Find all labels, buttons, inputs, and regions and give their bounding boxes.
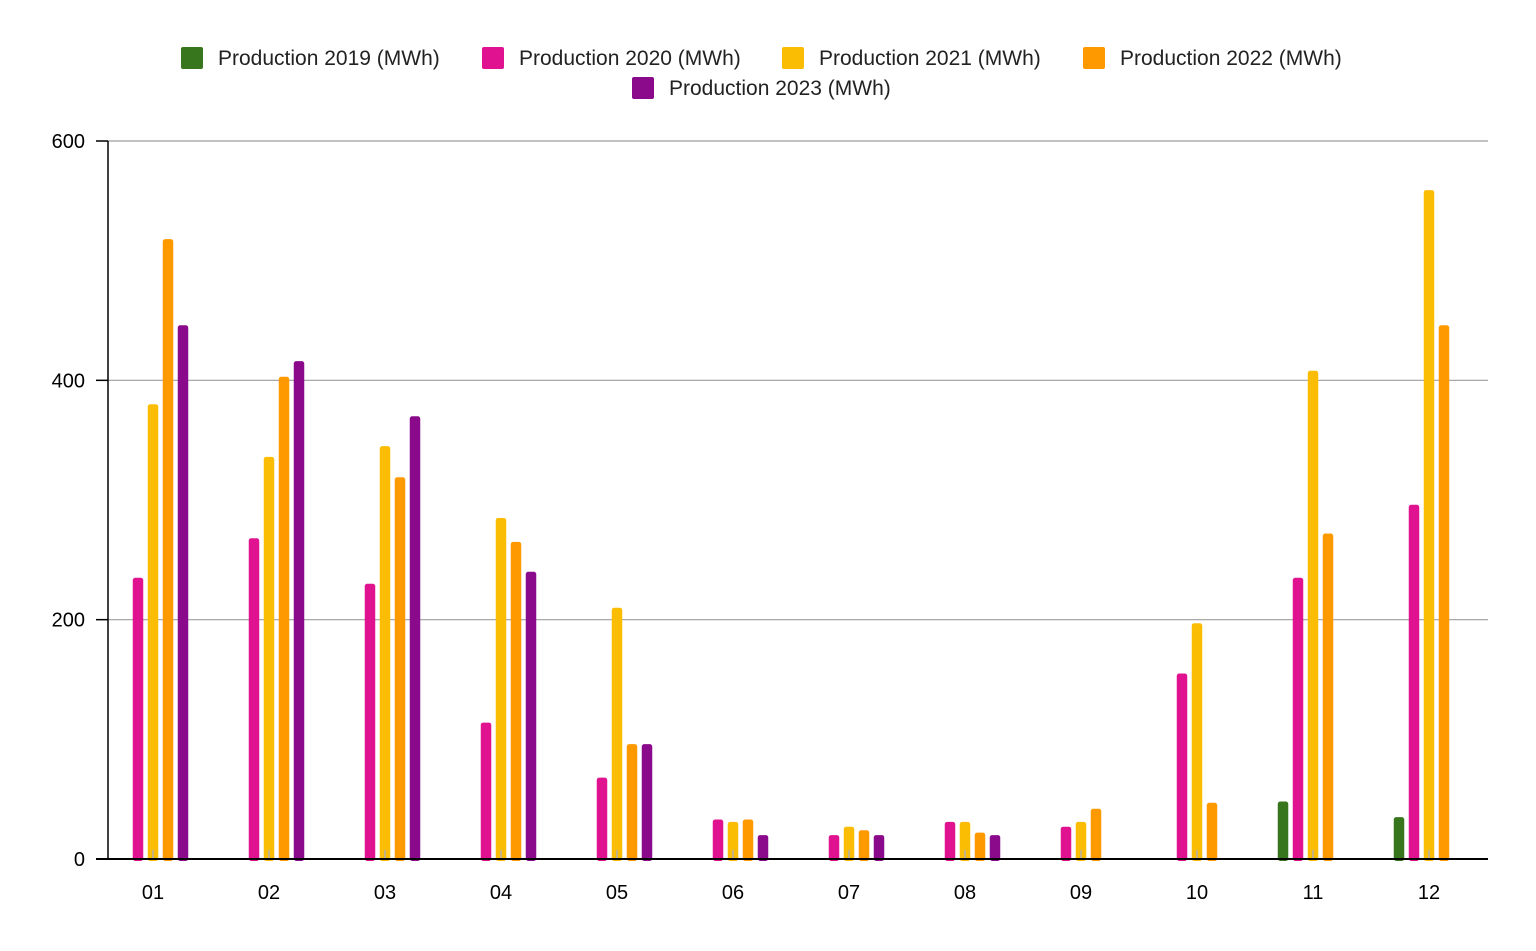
legend-label: Production 2019 (MWh) [218,47,440,70]
bar-production-2020-mwh--06 [712,819,724,861]
bar-production-2020-mwh--01 [132,577,144,861]
bar-production-2021-mwh--02 [263,456,275,861]
x-tick-label: 05 [606,882,628,904]
x-tick-label: 09 [1070,882,1092,904]
bars [132,190,1450,862]
gridlines [108,140,1488,621]
legend-label: Production 2021 (MWh) [819,47,1041,70]
bar-production-2021-mwh--08 [959,821,971,861]
bar-production-2022-mwh--01 [162,239,174,862]
axes: 0 200 400 600 01 02 03 04 05 06 07 08 09 10 11 12 [52,131,1488,904]
bar-production-2020-mwh--03 [364,583,376,861]
x-tick-label: 03 [374,882,396,904]
bar-production-2022-mwh--10 [1206,802,1218,861]
x-tick-label: 04 [490,882,512,904]
bar-production-2023-mwh--03 [409,416,421,861]
legend-swatch [782,47,804,69]
legend: Production 2019 (MWh) Production 2020 (MW… [181,47,1342,100]
bar-production-2020-mwh--10 [1176,673,1188,861]
bar-production-2021-mwh--10 [1191,623,1203,861]
bar-production-2022-mwh--03 [394,477,406,861]
bar-production-2020-mwh--02 [248,538,260,861]
legend-item[interactable]: Production 2021 (MWh) [782,47,1041,70]
legend-label: Production 2020 (MWh) [519,47,741,70]
bar-production-2020-mwh--07 [828,835,840,861]
x-tick-label: 12 [1418,882,1440,904]
x-tick-label: 02 [258,882,280,904]
bar-production-2022-mwh--06 [742,819,754,861]
bar-production-2021-mwh--09 [1075,821,1087,861]
bar-production-2021-mwh--11 [1307,370,1319,861]
bar-production-2019-mwh--11 [1277,801,1289,861]
legend-item[interactable]: Production 2022 (MWh) [1083,47,1342,70]
legend-swatch [1083,47,1105,69]
bar-production-2020-mwh--05 [596,777,608,861]
bar-production-2023-mwh--08 [989,835,1001,861]
x-tick-label: 06 [722,882,744,904]
bar-production-2021-mwh--05 [611,607,623,861]
bar-production-2020-mwh--12 [1408,504,1420,861]
bar-production-2022-mwh--09 [1090,808,1102,861]
legend-label: Production 2022 (MWh) [1120,47,1342,70]
bar-production-2021-mwh--01 [147,404,159,861]
legend-swatch [482,47,504,69]
bar-production-2023-mwh--06 [757,835,769,861]
x-tick-label: 01 [142,882,164,904]
x-tick-label: 10 [1186,882,1208,904]
legend-item[interactable]: Production 2020 (MWh) [482,47,741,70]
y-tick-label: 600 [52,131,85,153]
bar-production-2022-mwh--07 [858,830,870,861]
legend-swatch [181,47,203,69]
bar-production-2022-mwh--11 [1322,533,1334,861]
bar-production-2023-mwh--05 [641,744,653,861]
bar-production-2021-mwh--12 [1423,190,1435,861]
legend-label: Production 2023 (MWh) [669,77,891,100]
bar-production-2022-mwh--12 [1438,325,1450,862]
bar-production-2022-mwh--02 [278,376,290,861]
bar-production-2022-mwh--08 [974,832,986,861]
bar-production-2023-mwh--04 [525,571,537,861]
bar-production-2023-mwh--07 [873,835,885,861]
bar-production-2021-mwh--03 [379,446,391,861]
legend-item[interactable]: Production 2019 (MWh) [181,47,440,70]
x-tick-label: 11 [1303,882,1324,904]
bar-production-2022-mwh--04 [510,541,522,861]
legend-swatch [632,77,654,99]
bar-production-2021-mwh--07 [843,826,855,861]
bar-production-2020-mwh--11 [1292,577,1304,861]
bar-production-2020-mwh--04 [480,722,492,861]
bar-production-2021-mwh--06 [727,821,739,861]
bar-production-2023-mwh--02 [293,361,305,861]
y-tick-label: 200 [52,610,85,632]
bar-production-2020-mwh--09 [1060,826,1072,861]
legend-item[interactable]: Production 2023 (MWh) [632,77,891,100]
x-tick-label: 08 [954,882,976,904]
x-tick-label: 07 [838,882,860,904]
bar-production-2019-mwh--12 [1393,817,1405,861]
y-tick-label: 0 [74,849,85,871]
bar-production-2023-mwh--01 [177,325,189,862]
y-tick-label: 400 [52,370,85,392]
bar-production-2022-mwh--05 [626,744,638,861]
bar-production-2021-mwh--04 [495,517,507,861]
bar-production-2020-mwh--08 [944,821,956,861]
